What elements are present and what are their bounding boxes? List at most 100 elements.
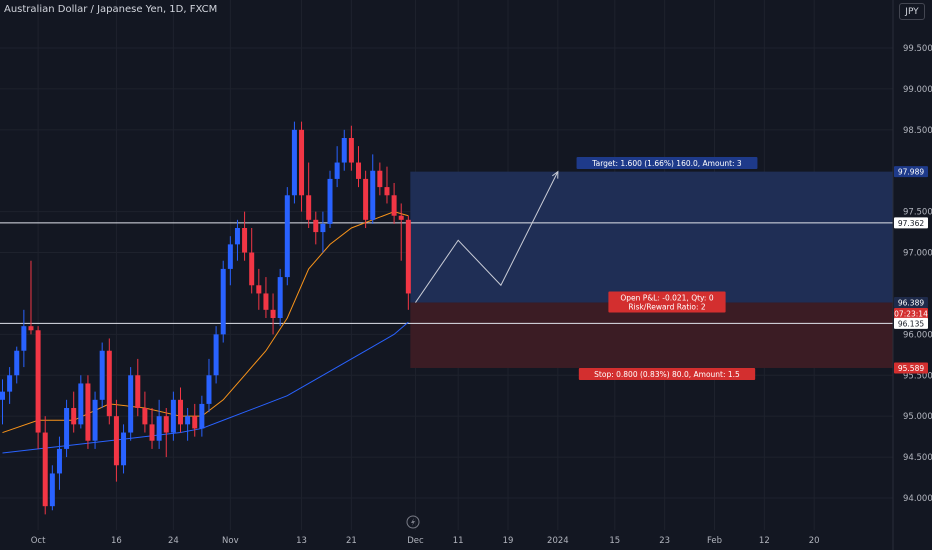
- time-tick-label: 16: [111, 536, 122, 546]
- stop-label-text: Stop: 0.800 (0.83%) 80.0, Amount: 1.5: [594, 370, 740, 379]
- candle: [156, 399, 162, 449]
- candle: [341, 129, 347, 171]
- candle: [7, 367, 13, 404]
- time-tick-label: 11: [453, 536, 464, 546]
- candle-body: [142, 408, 148, 425]
- candle: [363, 170, 369, 228]
- candle: [291, 121, 297, 204]
- candle: [405, 215, 411, 310]
- profit-zone: [410, 171, 893, 303]
- time-tick-label: 23: [659, 536, 670, 546]
- price-tick-label: 97.000: [903, 249, 932, 259]
- price-axis-label-box: [894, 308, 928, 319]
- target-label-box: [576, 157, 758, 169]
- price-axis-label-text: 07:23:14: [894, 310, 928, 319]
- price-axis[interactable]: 99.500 99.000 98.500 97.500 97.000 96.000 95.5…: [903, 44, 932, 504]
- candle: [234, 219, 240, 261]
- candle: [356, 146, 361, 188]
- ma-slow-line: [2, 321, 409, 454]
- candle-body: [213, 334, 219, 376]
- projection-line[interactable]: [415, 171, 559, 303]
- candle-body: [313, 219, 319, 233]
- candle: [185, 408, 191, 441]
- candle-body: [64, 408, 70, 449]
- candle-body: [7, 375, 13, 392]
- candle-body: [320, 223, 326, 233]
- candle-body: [398, 215, 404, 220]
- pnl-label-text: Risk/Reward Ratio: 2: [628, 303, 706, 312]
- candle: [0, 379, 5, 425]
- candle-body: [156, 416, 162, 441]
- candle: [121, 424, 127, 474]
- candle: [113, 399, 119, 482]
- candle-body: [370, 170, 376, 220]
- candle-body: [42, 432, 48, 507]
- time-tick-label: Nov: [222, 536, 239, 546]
- price-axis-label-text: 97.989: [898, 168, 924, 177]
- currency-button[interactable]: JPY: [899, 3, 925, 20]
- candle: [71, 391, 77, 433]
- time-tick-label: Oct: [31, 536, 46, 546]
- candle-body: [284, 195, 290, 278]
- pnl-label-text: Open P&L: -0.021, Qty: 0: [620, 294, 713, 303]
- candle: [377, 162, 383, 196]
- candle-body: [14, 350, 20, 376]
- stop-label: Stop: 0.800 (0.83%) 80.0, Amount: 1.5: [578, 368, 756, 380]
- time-tick-label: Dec: [407, 536, 424, 546]
- candle-body: [242, 228, 248, 253]
- candle-body: [377, 170, 383, 188]
- price-tick-label: 94.500: [903, 453, 932, 463]
- price-axis-label-text: 97.362: [898, 219, 924, 228]
- candle: [21, 309, 27, 368]
- price-axis-label: 97.989: [894, 166, 928, 178]
- time-tick-label: 2024: [547, 536, 569, 546]
- candle: [149, 408, 155, 449]
- candle-body: [121, 432, 127, 466]
- position-zones: [410, 171, 893, 368]
- price-axis-label-text: 95.589: [898, 364, 924, 373]
- candle-body: [85, 383, 91, 441]
- candle-body: [99, 350, 105, 400]
- candle: [163, 408, 169, 458]
- candle-body: [0, 391, 5, 400]
- candle-body: [21, 326, 27, 351]
- time-axis[interactable]: Oct 16 24 Nov 13 21 Dec 11 19 2024 15 23 Feb 12 20: [31, 536, 820, 546]
- candle: [199, 395, 205, 437]
- candle: [135, 358, 141, 417]
- time-tick-label: 19: [503, 536, 514, 546]
- candle: [128, 367, 134, 441]
- candle: [348, 125, 354, 171]
- candle: [92, 391, 98, 449]
- time-tick-label: 21: [346, 536, 357, 546]
- loss-zone: [410, 302, 893, 368]
- candle: [99, 342, 105, 408]
- candle: [334, 146, 340, 188]
- candle: [227, 236, 233, 286]
- price-tick-label: 95.500: [903, 371, 932, 381]
- stop-label-box: [578, 368, 756, 380]
- candle: [320, 211, 326, 253]
- projection-path[interactable]: [415, 170, 559, 303]
- horizontal-lines[interactable]: [0, 222, 893, 324]
- candle: [277, 268, 283, 327]
- candle-body: [270, 309, 276, 318]
- candle-body: [277, 277, 283, 318]
- candle: [370, 154, 376, 224]
- time-tick-label: 24: [168, 536, 179, 546]
- candle-body: [106, 350, 112, 417]
- price-axis-label-box: [894, 217, 928, 229]
- price-tick-label: 97.500: [903, 208, 932, 218]
- candle-body: [341, 138, 347, 163]
- price-tick-label: 94.000: [903, 494, 932, 504]
- candle-body: [135, 375, 141, 408]
- lightning-icon[interactable]: [406, 515, 420, 529]
- candle: [14, 346, 20, 384]
- candle: [256, 268, 262, 310]
- candle-body: [263, 293, 269, 310]
- price-axis-label: 97.362: [894, 217, 928, 229]
- price-axis-label: 96.389: [894, 297, 928, 309]
- candle-body: [391, 195, 397, 216]
- target-label: Target: 1.600 (1.66%) 160.0, Amount: 3: [576, 157, 758, 169]
